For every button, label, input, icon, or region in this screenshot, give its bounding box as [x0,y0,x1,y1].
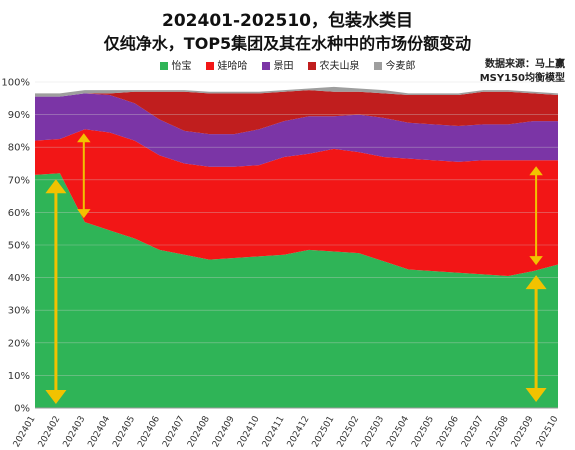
legend-swatch [307,62,316,70]
x-tick-label: 202408 [186,414,212,449]
y-tick-label: 50% [8,241,30,252]
legend-label: 景田 [273,61,294,72]
series-area-3 [35,90,558,135]
legend-label: 农夫山泉 [319,61,360,72]
annotation-arrow [77,133,91,219]
y-tick-label: 90% [8,110,30,121]
legend-item-1: 娃哈哈 [205,57,248,72]
legend-label: 今麦郎 [385,61,416,72]
y-tick-label: 20% [8,338,30,349]
x-tick-label: 202411 [261,415,287,450]
y-tick-label: 60% [8,208,30,219]
legend-item-2: 景田 [261,57,294,72]
x-tick-label: 202502 [336,415,362,450]
series-area-1 [35,129,558,276]
x-tick-label: 202407 [161,415,187,450]
y-tick-label: 80% [8,143,30,154]
x-tick-label: 202405 [111,415,137,450]
series-area-2 [35,93,558,167]
annotation-arrow [45,179,67,404]
legend-label: 娃哈哈 [217,61,248,72]
x-tick-label: 202404 [86,414,112,449]
arrow-head-down [529,256,543,266]
x-tick-label: 202507 [460,415,486,450]
series-area-4 [35,86,558,97]
x-tick-label: 202508 [485,414,511,449]
arrow-head-down [45,390,67,404]
annotation-arrow [525,275,547,402]
arrow-head-up [529,166,543,176]
legend-label: 怡宝 [171,61,192,72]
chart-subtitle: 仅纯净水，TOP5集团及其在水种中的市场份额变动 [103,34,472,53]
legend-swatch [373,62,382,70]
y-tick-label: 10% [8,371,30,382]
chart-legend: 怡宝 娃哈哈 景田 农夫山泉 今麦郎 [0,57,575,72]
x-tick-label: 202503 [360,415,386,450]
x-tick-label: 202509 [510,414,536,449]
y-tick-label: 30% [8,306,30,317]
x-tick-label: 202504 [385,414,411,449]
y-tick-label: 40% [8,273,30,284]
legend-item-0: 怡宝 [159,57,192,72]
legend-item-3: 农夫山泉 [307,57,360,72]
arrow-head-down [525,388,547,402]
legend-item-4: 今麦郎 [373,57,416,72]
legend-swatch [159,62,168,70]
x-tick-label: 202506 [435,414,461,449]
arrow-head-up [45,179,67,194]
model-note: MSY150均衡模型 [479,73,565,84]
x-tick-label: 202412 [286,415,312,450]
y-tick-label: 100% [1,78,30,89]
annotation-arrow [529,166,543,266]
series-area-0 [35,173,558,408]
legend-swatch [205,62,214,70]
x-tick-label: 202409 [211,414,237,449]
x-tick-label: 202410 [236,414,262,449]
source-note: 数据来源：马上赢 [485,59,565,70]
y-tick-label: 70% [8,175,30,186]
chart-title: 202401-202510，包装水类目 [162,11,413,31]
y-tick-label: 0% [14,404,30,415]
x-tick-label: 202501 [311,415,337,450]
x-tick-label: 202510 [535,414,561,449]
arrow-head-up [525,275,547,290]
x-tick-label: 202406 [136,414,162,449]
x-tick-label: 202403 [62,415,88,450]
legend-swatch [261,62,270,70]
arrow-head-up [77,133,91,143]
x-tick-label: 202505 [410,415,436,450]
x-tick-label: 202401 [12,415,38,450]
x-tick-label: 202402 [37,415,63,450]
arrow-head-down [77,209,91,219]
